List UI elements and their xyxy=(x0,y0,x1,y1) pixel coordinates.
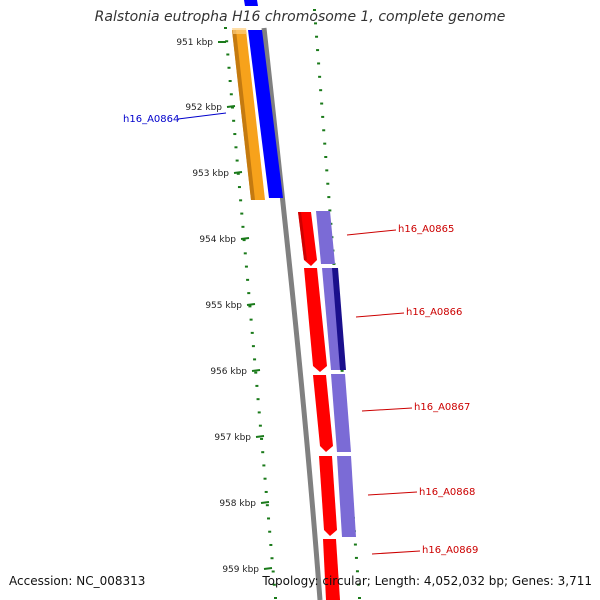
gene-connector xyxy=(367,491,418,496)
red-gene-arrow-2 xyxy=(304,268,327,372)
gene-label[interactable]: h16_A0867 xyxy=(414,402,470,413)
gene-label[interactable]: h16_A0865 xyxy=(398,224,454,235)
scale-label: 952 kbp xyxy=(185,103,222,113)
backbone-line xyxy=(261,27,323,600)
major-tick xyxy=(263,567,273,570)
gene-connector xyxy=(346,229,397,236)
major-tick xyxy=(255,435,265,438)
lavender-feature-1 xyxy=(316,211,335,264)
red-gene-arrow-3 xyxy=(313,375,333,452)
blue-feature-bar xyxy=(248,30,283,198)
scale-label: 951 kbp xyxy=(176,38,213,48)
gene-label[interactable]: h16_A0864 xyxy=(123,114,179,125)
lavender-feature-3 xyxy=(331,374,351,452)
scale-label: 953 kbp xyxy=(192,169,229,179)
major-tick xyxy=(260,501,270,504)
major-tick xyxy=(233,171,243,174)
red-gene-arrow-5 xyxy=(323,539,340,600)
map-title: Ralstonia eutropha H16 chromosome 1, com… xyxy=(94,9,506,25)
orange-feature-shade xyxy=(232,30,255,200)
gene-label[interactable]: h16_A0868 xyxy=(419,487,475,498)
red-gene-shade xyxy=(298,212,307,260)
scale-labels: 951 kbp 952 kbp 953 kbp 954 kbp 955 kbp … xyxy=(176,38,259,575)
scale-label: 955 kbp xyxy=(205,301,242,311)
lavender-feature-4 xyxy=(337,456,356,537)
blue-feature-top xyxy=(244,0,258,6)
genome-stats-label: Topology: circular; Length: 4,052,032 bp… xyxy=(262,574,592,588)
navy-feature xyxy=(332,268,346,370)
scale-label: 959 kbp xyxy=(222,565,259,575)
red-gene-arrow-1 xyxy=(298,212,317,266)
scale-label: 956 kbp xyxy=(210,367,247,377)
ticks-left xyxy=(224,27,277,599)
orange-top-stub xyxy=(232,28,247,34)
major-ticks xyxy=(218,41,273,570)
gene-label[interactable]: h16_A0869 xyxy=(422,545,478,556)
accession-label: Accession: NC_008313 xyxy=(9,574,146,588)
major-tick xyxy=(246,303,256,306)
scale-label: 957 kbp xyxy=(214,433,251,443)
gene-connector xyxy=(371,550,421,555)
major-tick xyxy=(240,237,250,240)
scale-label: 958 kbp xyxy=(219,499,256,509)
major-tick xyxy=(251,369,261,372)
red-gene-arrow-4 xyxy=(319,456,337,536)
scale-label: 954 kbp xyxy=(199,235,236,245)
gene-connector xyxy=(361,407,413,412)
major-tick xyxy=(226,105,236,108)
gene-connector xyxy=(355,312,405,318)
gene-connector xyxy=(177,112,227,120)
gene-label[interactable]: h16_A0866 xyxy=(406,307,462,318)
